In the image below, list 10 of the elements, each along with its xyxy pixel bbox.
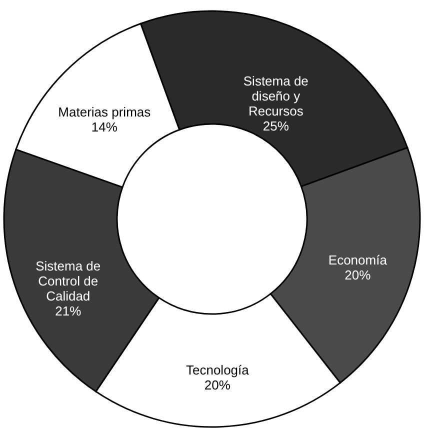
data-label: 25%: [262, 118, 290, 134]
slice-label: Materias primas: [58, 104, 152, 120]
slice-label: Sistema de diseño y Recursos: [243, 74, 308, 119]
data-label: 20%: [344, 268, 372, 283]
data-label: 14%: [91, 119, 118, 134]
slice-label: Economía: [328, 252, 388, 268]
data-label: 21%: [55, 303, 82, 318]
slice-label: Sistema de Control de Calidad: [36, 258, 101, 304]
slice-label: Tecnología: [186, 362, 250, 378]
data-label: 20%: [204, 377, 231, 392]
